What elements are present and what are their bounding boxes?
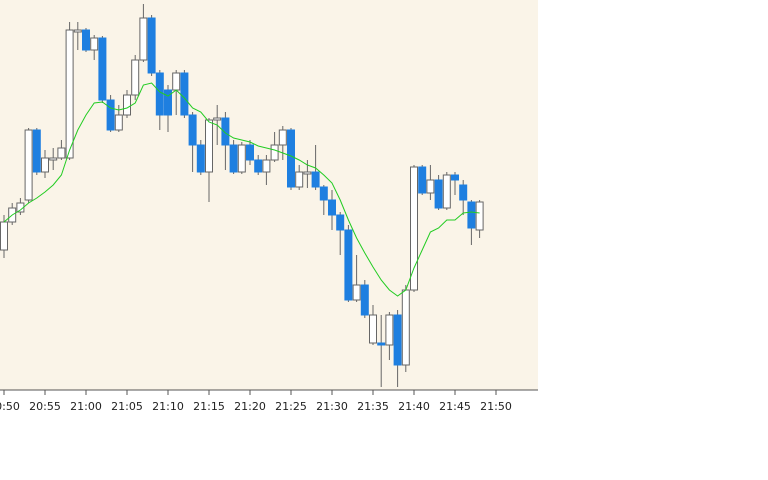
candle-body xyxy=(303,171,312,175)
candle-body xyxy=(377,342,386,346)
candle-body xyxy=(475,201,484,231)
candle-body xyxy=(467,201,476,229)
candle-body xyxy=(106,99,115,131)
candle-body xyxy=(164,89,172,116)
candle-body xyxy=(82,29,90,51)
candle-body xyxy=(188,114,197,146)
candle-body xyxy=(155,72,164,116)
candle-body xyxy=(205,119,213,173)
candle-body xyxy=(41,157,49,173)
candle-body xyxy=(114,114,123,131)
candle-body xyxy=(139,17,148,61)
candle-body xyxy=(418,166,427,194)
candle-body xyxy=(295,171,304,188)
candle-body xyxy=(180,72,189,116)
candle-body xyxy=(352,284,361,301)
candle-body xyxy=(287,129,295,188)
candle-body xyxy=(434,179,443,209)
x-tick-label: 21:25 xyxy=(275,400,307,413)
candle-body xyxy=(360,284,369,316)
candle-body xyxy=(328,199,336,216)
plot-area xyxy=(0,0,538,390)
x-tick-label: 21:20 xyxy=(234,400,266,413)
candle-body xyxy=(57,147,66,159)
candle-body xyxy=(385,314,394,346)
candle-body xyxy=(147,17,156,74)
candle-body xyxy=(65,29,74,159)
x-tick-label: 20:55 xyxy=(29,400,61,413)
candle-body xyxy=(451,174,459,181)
candle-body xyxy=(131,59,140,96)
candle-body xyxy=(369,314,377,344)
x-tick-label: 21:40 xyxy=(398,400,430,413)
candle-body xyxy=(278,129,287,146)
x-tick-label: 21:45 xyxy=(439,400,471,413)
candle-body xyxy=(311,171,320,188)
x-tick-label: 21:05 xyxy=(111,400,143,413)
x-tick-label: 21:00 xyxy=(70,400,102,413)
candle-body xyxy=(49,157,58,161)
candle-body xyxy=(229,144,238,173)
candle-body xyxy=(442,174,451,209)
candle-body xyxy=(344,229,353,301)
candle-body xyxy=(426,179,435,194)
x-tick-label: 21:15 xyxy=(193,400,225,413)
candle-body xyxy=(336,214,345,231)
candle-body xyxy=(246,144,254,161)
candle-body xyxy=(262,159,271,173)
candle-body xyxy=(319,186,328,201)
candle-body xyxy=(73,29,82,33)
candle-body xyxy=(410,166,418,291)
candle-body xyxy=(237,144,246,173)
candle-body xyxy=(401,289,410,366)
candle-body xyxy=(270,144,279,161)
candle-body xyxy=(213,117,222,121)
candle-body xyxy=(98,37,107,101)
candle-body xyxy=(90,37,99,51)
x-tick-label: 21:10 xyxy=(152,400,184,413)
candle-body xyxy=(172,72,181,91)
candle-body xyxy=(24,129,33,201)
x-tick-label: 20:50 xyxy=(0,400,20,413)
candle-body xyxy=(123,94,131,116)
candle-body xyxy=(196,144,205,173)
x-tick-label: 21:30 xyxy=(316,400,348,413)
x-tick-label: 21:50 xyxy=(480,400,512,413)
candle-body xyxy=(32,129,41,173)
x-tick-label: 21:35 xyxy=(357,400,389,413)
moving-average-line xyxy=(3,82,480,297)
candle-body xyxy=(0,221,8,251)
candle-body xyxy=(221,117,230,146)
candle-body xyxy=(393,314,402,366)
candle-body xyxy=(459,184,468,201)
candle-body xyxy=(254,159,263,173)
